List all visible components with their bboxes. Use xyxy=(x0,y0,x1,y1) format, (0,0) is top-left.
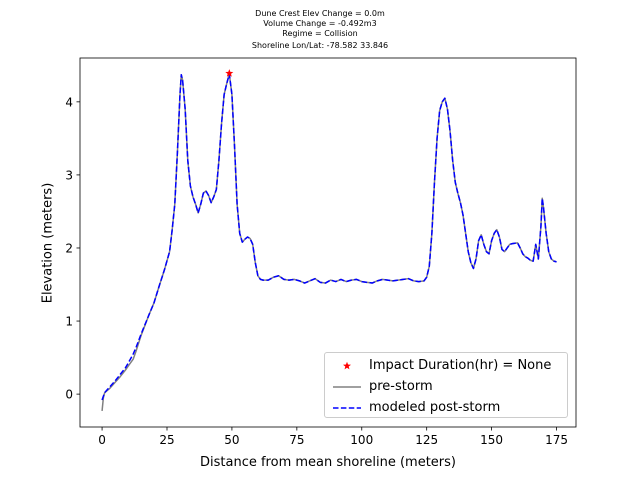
x-tick-label: 75 xyxy=(289,433,304,447)
x-tick-label: 0 xyxy=(98,433,106,447)
y-axis-label: Elevation (meters) xyxy=(40,182,56,304)
x-tick-label: 125 xyxy=(415,433,438,447)
y-tick-label: 3 xyxy=(65,168,73,182)
legend-item-pre-storm: pre-storm xyxy=(325,377,569,397)
title-line-regime: Regime = Collision xyxy=(282,29,358,38)
legend-item-post-storm: modeled post-storm xyxy=(325,398,569,418)
chart-legend: Impact Duration(hr) = None pre-storm mod… xyxy=(324,352,568,418)
y-tick-label: 2 xyxy=(65,241,73,255)
plot-frame xyxy=(79,57,577,428)
solid-line-icon xyxy=(333,386,361,388)
legend-label-pre-storm: pre-storm xyxy=(369,379,433,394)
x-tick-label: 175 xyxy=(545,433,568,447)
x-axis-label: Distance from mean shoreline (meters) xyxy=(200,455,456,470)
x-tick-label: 150 xyxy=(480,433,503,447)
x-tick-label: 25 xyxy=(159,433,174,447)
title-line-volume: Volume Change = -0.492m3 xyxy=(263,19,377,28)
legend-label-post-storm: modeled post-storm xyxy=(369,400,501,415)
x-tick-label: 50 xyxy=(224,433,239,447)
title-line-shoreline: Shoreline Lon/Lat: -78.582 33.846 xyxy=(251,41,389,50)
series-line-post-storm xyxy=(101,73,557,401)
impact-star-marker xyxy=(225,69,234,77)
y-tick-label: 0 xyxy=(65,388,73,402)
title-line-dune-crest: Dune Crest Elev Change = 0.0m xyxy=(255,9,385,18)
y-tick-label: 4 xyxy=(65,95,73,109)
y-tick-label: 1 xyxy=(65,315,73,329)
star-marker-icon xyxy=(343,361,351,370)
dashed-line-icon xyxy=(333,407,361,409)
legend-item-impact: Impact Duration(hr) = None xyxy=(325,356,569,376)
x-tick-label: 100 xyxy=(350,433,373,447)
legend-label-impact: Impact Duration(hr) = None xyxy=(369,358,552,373)
